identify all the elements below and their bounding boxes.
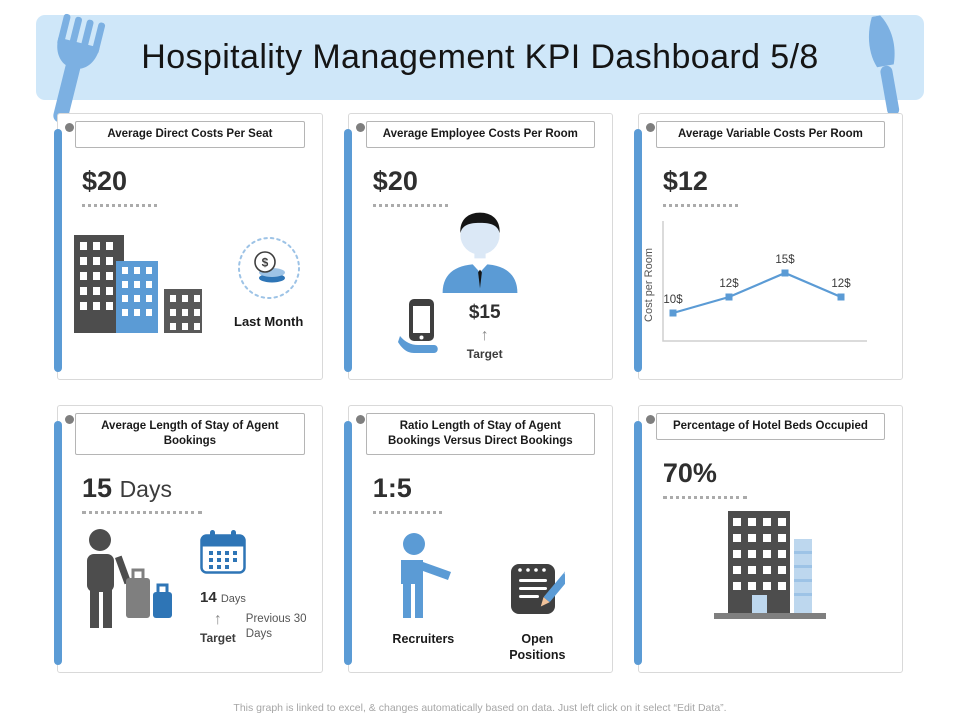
variable-costs-chart: Cost per Room 10$ 12$ 15$ 12$ [643,219,902,352]
panel-stay-length: Average Length of Stay of Agent Bookings… [53,405,323,673]
previous-30-days-label: Previous 30 Days [245,612,307,640]
beds-occupied-value: 70% [662,458,902,499]
employee-avatar-wrap [349,207,612,298]
panel-accent-bar [53,421,62,665]
panel-employee-costs: Average Employee Costs Per Room $20 [344,113,613,380]
panel-title: Ratio Length of Stay of Agent Bookings V… [387,420,573,447]
panel-title: Percentage of Hotel Beds Occupied [672,420,868,432]
dollar-coins-icon: $ [237,236,301,305]
stay-target-arrow-block: ↑ Target [200,608,236,645]
stay-length-content: 14 Days ↑ Target Previous 30 Days [74,528,322,645]
variable-costs-plot[interactable]: 10$ 12$ 15$ 12$ [657,219,869,352]
panel-accent-bar [634,421,643,665]
panel-accent-bar [344,421,353,665]
stay-target-bottom: ↑ Target Previous 30 Days [200,608,322,645]
panel-header: Average Length of Stay of Agent Bookings [75,413,305,455]
svg-text:10$: 10$ [663,294,683,306]
panel-header: Average Variable Costs Per Room [656,121,885,148]
hotel-building-icon [706,510,834,625]
panel-accent-bar [634,129,643,372]
panel-corner-dot [355,123,365,132]
notepad-pencil-icon [509,558,574,623]
target-label: Target [466,346,503,361]
employee-costs-value: $20 [372,166,612,207]
employee-avatar-icon [434,212,526,297]
phone-hand-icon [397,298,445,359]
last-month-block: $ Last Month [234,236,303,329]
up-arrow-icon: ↑ [480,326,489,344]
page-title: Hospitality Management KPI Dashboard 5/8 [141,38,819,76]
panel-corner-dot [65,123,74,132]
svg-text:15$: 15$ [775,254,795,266]
booking-ratio-content: Recruiters [349,532,612,665]
panel-header: Percentage of Hotel Beds Occupied [656,413,885,440]
panel-header: Ratio Length of Stay of Agent Bookings V… [365,413,595,455]
footer-note: This graph is linked to excel, & changes… [233,702,727,714]
open-positions-label: Open Positions [509,631,566,663]
direct-costs-value: $20 [82,166,322,207]
stay-target-col: 14 Days ↑ Target Previous 30 Days [200,529,322,645]
knife-icon [861,13,913,123]
employee-target-col: $15 ↑ Target [467,302,503,361]
panel-corner-dot [645,123,655,132]
target-label: Target [200,630,236,645]
hotel-wrap [639,507,902,626]
panel-title: Average Employee Costs Per Room [382,128,578,140]
panel-title: Average Direct Costs Per Seat [107,128,273,140]
up-arrow-icon: ↑ [213,610,222,628]
recruiter-icon [386,532,460,623]
panel-header: Average Employee Costs Per Room [365,121,595,148]
employee-target-value: $15 [468,301,501,323]
variable-costs-value: $12 [662,166,902,207]
stay-target-value: 14 Days [200,588,246,606]
y-axis-label: Cost per Room [642,248,655,323]
panel-header: Average Direct Costs Per Seat [75,121,305,148]
recruiters-label: Recruiters [392,631,455,646]
panel-title: Average Length of Stay of Agent Bookings [101,420,279,447]
panel-accent-bar [344,129,353,372]
panel-accent-bar [53,129,62,372]
fork-icon [35,13,110,132]
booking-ratio-value: 1:5 [372,473,612,514]
panel-corner-dot [355,415,365,424]
buildings-icon [72,227,212,338]
employee-target-block: $15 ↑ Target [397,298,612,361]
panel-corner-dot [65,415,74,424]
panel-booking-ratio: Ratio Length of Stay of Agent Bookings V… [344,405,613,673]
kpi-grid: Average Direct Costs Per Seat $20 [53,113,903,673]
stay-length-value: 15 Days [82,473,322,514]
svg-text:$: $ [261,255,268,269]
traveler-luggage-icon [74,528,174,635]
last-month-label: Last Month [234,313,304,329]
panel-beds-occupied: Percentage of Hotel Beds Occupied 70% [634,405,903,673]
recruiters-block: Recruiters [383,532,463,665]
svg-text:12$: 12$ [831,278,851,290]
panel-variable-costs: Average Variable Costs Per Room $12 Cost… [634,113,903,380]
panel-title: Average Variable Costs Per Room [677,128,863,140]
open-positions-block: Open Positions [497,558,577,665]
panel-direct-costs: Average Direct Costs Per Seat $20 [53,113,323,380]
panel-corner-dot [645,415,655,424]
svg-text:12$: 12$ [719,278,739,290]
calendar-icon [200,529,246,579]
direct-costs-content: $ Last Month [72,227,322,338]
title-bar: Hospitality Management KPI Dashboard 5/8 [36,13,924,123]
